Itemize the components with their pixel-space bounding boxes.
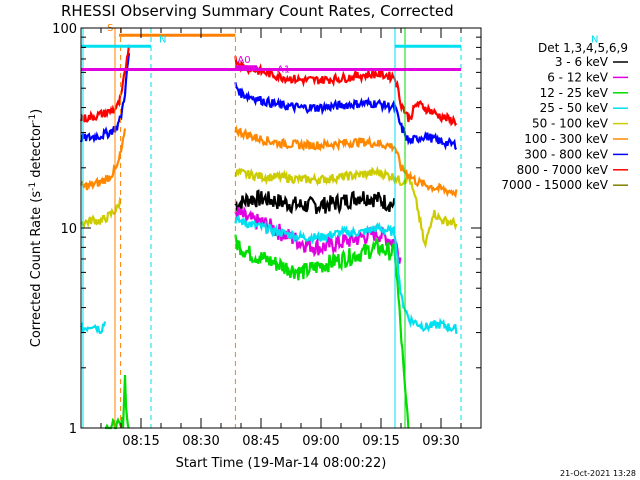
y-tick-label-0: 1: [69, 422, 77, 437]
x-tick-label-2: 08:45: [242, 434, 279, 449]
legend-label-8: 7000 - 15000 keV: [501, 178, 608, 192]
legend-label-1: 6 - 12 keV: [547, 70, 609, 84]
series-line-7-segment-1: [234, 56, 458, 127]
legend-label-2: 12 - 25 keV: [540, 86, 609, 100]
legend-label-6: 300 - 800 keV: [524, 147, 608, 161]
legend-label-5: 100 - 300 keV: [524, 132, 608, 146]
series-line-4-segment-0: [80, 196, 122, 228]
x-axis-label: Start Time (19-Mar-14 08:00:22): [176, 456, 387, 471]
y-axis-label-part-4: ): [29, 109, 44, 114]
y-axis-label-part-2: detector: [29, 122, 44, 182]
chart-title: RHESSI Observing Summary Count Rates, Co…: [61, 2, 454, 20]
x-tick-label-1: 08:30: [182, 434, 219, 449]
y-tick-label-1: 10: [60, 222, 77, 237]
annotation-flag-label-3: A0: [237, 55, 250, 66]
series-line-6-segment-0: [79, 52, 131, 144]
legend-label-3: 25 - 50 keV: [540, 101, 609, 115]
series-line-2-segment-1: [234, 234, 410, 429]
y-tick-label-2: 100: [52, 22, 77, 37]
y-axis-label: Corrected Count Rate (s-1 detector-1): [28, 109, 44, 347]
annotation-flag-label-1: N: [159, 34, 166, 45]
annotation-flag-label-0: S: [107, 23, 113, 34]
x-tick-label-4: 09:15: [362, 434, 399, 449]
timestamp: 21-Oct-2021 13:28: [560, 469, 636, 478]
series-line-5-segment-0: [80, 128, 127, 191]
legend-label-7: 800 - 7000 keV: [517, 163, 609, 177]
legend-label-0: 3 - 6 keV: [555, 55, 609, 69]
series-line-3-segment-1: [234, 215, 458, 335]
series-line-2-segment-0: [105, 374, 130, 430]
series-line-5-segment-1: [234, 124, 458, 199]
series-line-6-segment-1: [234, 82, 458, 151]
y-axis-label-part-1: -1: [28, 182, 38, 191]
legend-label-4: 50 - 100 keV: [532, 117, 609, 131]
y-axis-label-part-3: -1: [28, 114, 38, 123]
series-line-4-segment-1: [234, 165, 458, 250]
series-line-0-segment-1: [234, 189, 396, 215]
annotation-flag-label-2: N: [591, 34, 598, 45]
x-tick-label-5: 09:30: [422, 434, 459, 449]
legend-header: Det 1,3,4,5,6,9: [538, 41, 628, 55]
annotation-flag-label-4: A1: [277, 65, 290, 76]
x-tick-label-3: 09:00: [302, 434, 339, 449]
x-tick-label-0: 08:15: [122, 434, 159, 449]
series-line-3-segment-0: [79, 321, 107, 335]
y-axis-label-part-0: Corrected Count Rate (s: [29, 191, 44, 348]
